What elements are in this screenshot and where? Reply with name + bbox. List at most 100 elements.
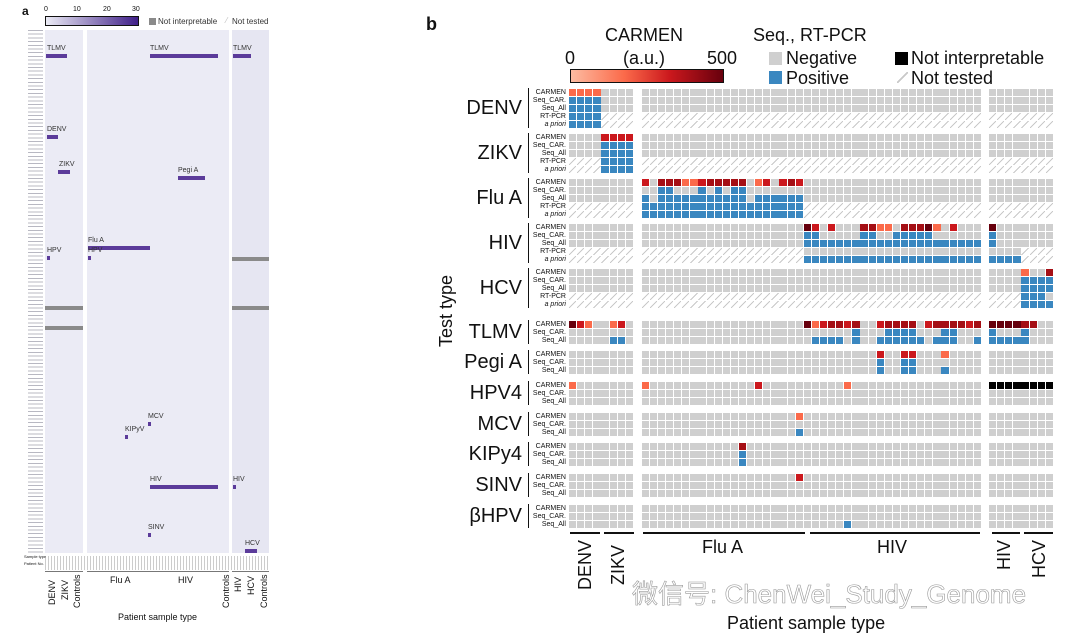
cell-positive — [876, 240, 884, 248]
cell-negative — [997, 505, 1005, 513]
cell-negative — [892, 521, 901, 529]
cell-negative — [690, 474, 698, 482]
cell-negative — [917, 195, 925, 203]
cell-not-tested — [779, 121, 787, 129]
cell-negative — [917, 429, 925, 437]
cell-negative — [1037, 232, 1045, 240]
cell-negative — [811, 505, 820, 513]
cell-negative — [828, 89, 836, 97]
cell-positive — [1005, 337, 1013, 345]
cell-positive — [1029, 285, 1037, 293]
cell-not-tested — [803, 113, 811, 121]
test-type-label: βHPV — [469, 505, 522, 528]
cell-negative — [1013, 367, 1021, 375]
test-type-label: HIV — [488, 232, 522, 255]
cell-negative — [601, 474, 609, 482]
cell-negative — [909, 89, 917, 97]
cell-positive — [625, 150, 633, 158]
cell-negative — [828, 187, 836, 195]
cell-negative — [949, 521, 957, 529]
cell-negative — [625, 329, 633, 337]
cell-not-tested — [787, 293, 795, 301]
cell-negative — [674, 359, 682, 367]
cell-negative — [900, 248, 909, 256]
cell-negative — [884, 179, 892, 187]
cell-negative — [925, 248, 933, 256]
cell-negative — [1029, 195, 1037, 203]
cell-not-tested — [722, 293, 730, 301]
cell-negative — [803, 142, 811, 150]
cell-negative — [657, 390, 666, 398]
group-label-flu-a: Flu A — [702, 537, 744, 557]
cell-negative — [973, 97, 982, 105]
cell-positive — [941, 367, 949, 375]
cell-not-tested — [1029, 113, 1037, 121]
cell-not-tested — [900, 158, 909, 166]
cell-negative — [771, 232, 779, 240]
cell-negative — [860, 285, 868, 293]
cell-negative — [860, 351, 868, 359]
cell-carmen-signal — [965, 321, 973, 329]
cell-negative — [925, 277, 933, 285]
cell-negative — [763, 474, 771, 482]
cell-negative — [949, 285, 957, 293]
cell-negative — [641, 513, 649, 521]
cell-negative — [738, 285, 747, 293]
cell-negative — [698, 451, 706, 459]
cell-negative — [779, 443, 787, 451]
cell-positive — [698, 203, 706, 211]
cell-not-tested — [617, 248, 625, 256]
cell-negative — [706, 451, 714, 459]
cell-carmen-signal — [755, 179, 763, 187]
cell-positive — [949, 256, 957, 264]
cell-negative — [787, 329, 795, 337]
cell-not-tested — [876, 293, 884, 301]
cell-negative — [698, 89, 706, 97]
test-type-label: TLMV — [468, 321, 522, 344]
cell-negative — [625, 97, 633, 105]
cell-negative — [819, 390, 828, 398]
cell-positive — [747, 211, 755, 219]
cell-negative — [973, 443, 982, 451]
cell-negative — [577, 351, 585, 359]
cell-negative — [593, 359, 601, 367]
cell-not-tested — [860, 158, 868, 166]
cell-negative — [819, 429, 828, 437]
cell-negative — [1005, 521, 1013, 529]
cell-negative — [617, 521, 625, 529]
cell-negative — [860, 513, 868, 521]
cell-not-tested — [811, 203, 820, 211]
cell-negative — [876, 97, 884, 105]
cell-positive — [601, 142, 609, 150]
cell-positive — [1029, 293, 1037, 301]
cell-negative — [585, 367, 593, 375]
cell-negative — [997, 329, 1005, 337]
cell-not-tested — [585, 301, 593, 309]
cell-negative — [828, 382, 836, 390]
cell-negative — [706, 321, 714, 329]
cell-negative — [755, 321, 763, 329]
cell-not-tested — [997, 203, 1005, 211]
cell-negative — [787, 413, 795, 421]
cell-negative — [892, 224, 901, 232]
cell-carmen-signal — [585, 321, 593, 329]
cell-negative — [949, 351, 957, 359]
cell-positive — [803, 232, 811, 240]
cell-negative — [698, 443, 706, 451]
cell-negative — [852, 482, 860, 490]
cell-negative — [884, 105, 892, 113]
cell-not-tested — [795, 256, 803, 264]
cell-negative — [787, 398, 795, 406]
cell-negative — [730, 474, 739, 482]
cell-negative — [917, 89, 925, 97]
cell-not-tested — [1045, 166, 1053, 174]
cell-negative — [1021, 134, 1029, 142]
cell-negative — [601, 382, 609, 390]
cell-negative — [925, 482, 933, 490]
cell-negative — [666, 285, 674, 293]
cell-not-tested — [868, 158, 876, 166]
cell-negative — [714, 459, 722, 467]
cell-negative — [722, 150, 730, 158]
cell-negative — [771, 150, 779, 158]
cell-negative — [763, 89, 771, 97]
